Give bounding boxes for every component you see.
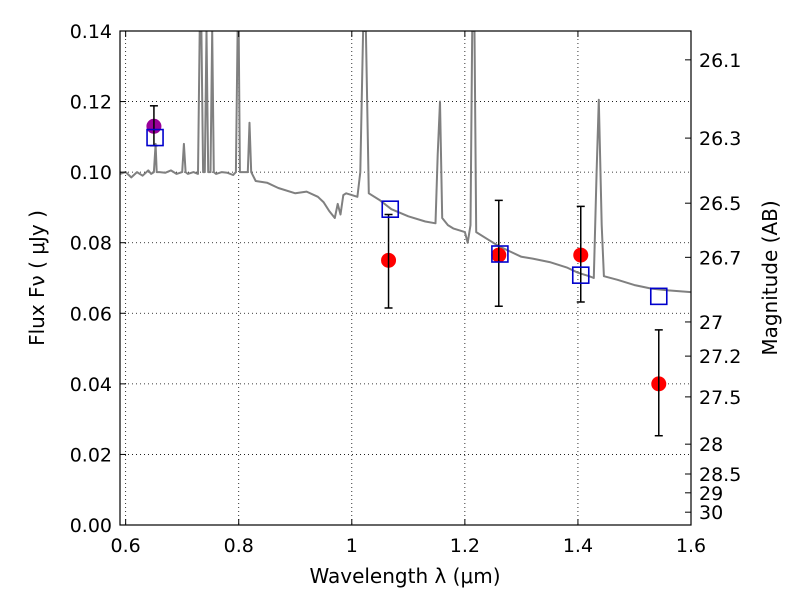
x-tick-label: 1.2 bbox=[450, 535, 480, 557]
y2-tick-label: 30 bbox=[699, 502, 723, 524]
x-tick-label: 1 bbox=[346, 535, 358, 557]
y-tick-label: 0.04 bbox=[70, 374, 112, 396]
y-tick-label: 0.14 bbox=[70, 21, 112, 43]
y2-tick-label: 26.3 bbox=[699, 128, 741, 150]
x-tick-label: 0.8 bbox=[224, 535, 254, 557]
plot-area bbox=[120, 31, 691, 437]
y2-tick-label: 27.5 bbox=[699, 387, 741, 409]
y2-tick-label: 27 bbox=[699, 312, 723, 334]
y2-tick-label: 28.5 bbox=[699, 464, 741, 486]
y-tick-label: 0.10 bbox=[70, 162, 112, 184]
y2-tick-label: 29 bbox=[699, 483, 723, 505]
y2-tick-label: 26.5 bbox=[699, 193, 741, 215]
y2-tick-label: 27.2 bbox=[699, 346, 741, 368]
x-axis-label: Wavelength λ (μm) bbox=[309, 564, 500, 588]
model-square-marker bbox=[381, 200, 400, 218]
x-tick-label: 1.4 bbox=[563, 535, 593, 557]
y-tick-label: 0.02 bbox=[70, 444, 112, 466]
y-axis-label: Flux Fν ( μJy ) bbox=[25, 210, 49, 346]
y2-tick-label: 28 bbox=[699, 434, 723, 456]
plot-frame bbox=[119, 30, 692, 526]
y-tick-label: 0.00 bbox=[70, 515, 112, 537]
x-tick-label: 1.6 bbox=[676, 535, 706, 557]
axis-ticks: 0.6 0.8 1 1.2 1.4 1.6 0.00 0.02 0.04 0.06 0.08 0.10… bbox=[70, 21, 742, 557]
y2-tick-label: 26.1 bbox=[699, 50, 741, 72]
y2-tick-label: 26.7 bbox=[699, 247, 741, 269]
model-square-marker bbox=[146, 128, 164, 147]
model-square-marker bbox=[649, 287, 668, 306]
y-tick-label: 0.06 bbox=[70, 303, 112, 325]
y-tick-label: 0.12 bbox=[70, 92, 112, 114]
x-tick-label: 0.6 bbox=[111, 535, 141, 557]
spectrum-line bbox=[120, 31, 691, 294]
y-tick-label: 0.08 bbox=[70, 233, 112, 255]
y2-axis-label: Magnitude (AB) bbox=[758, 200, 782, 355]
model-square-marker bbox=[571, 266, 590, 284]
model-square-marker bbox=[491, 245, 509, 263]
